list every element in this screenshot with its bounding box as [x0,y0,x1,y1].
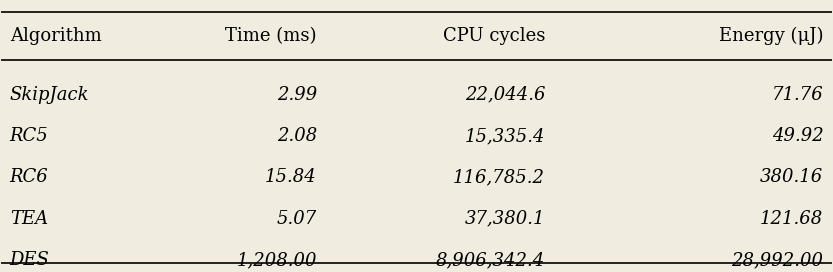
Text: RC5: RC5 [10,127,48,145]
Text: 37,380.1: 37,380.1 [465,210,545,228]
Text: 121.68: 121.68 [760,210,823,228]
Text: Energy (μJ): Energy (μJ) [719,27,823,45]
Text: 15.84: 15.84 [265,168,317,186]
Text: Algorithm: Algorithm [10,27,102,45]
Text: SkipJack: SkipJack [10,86,89,104]
Text: 5.07: 5.07 [277,210,317,228]
Text: CPU cycles: CPU cycles [443,27,545,45]
Text: 22,044.6: 22,044.6 [465,86,545,104]
Text: 8,906,342.4: 8,906,342.4 [436,251,545,269]
Text: 2.99: 2.99 [277,86,317,104]
Text: 49.92: 49.92 [771,127,823,145]
Text: 116,785.2: 116,785.2 [453,168,545,186]
Text: 2.08: 2.08 [277,127,317,145]
Text: 71.76: 71.76 [771,86,823,104]
Text: Time (ms): Time (ms) [226,27,317,45]
Text: 28,992.00: 28,992.00 [731,251,823,269]
Text: 380.16: 380.16 [760,168,823,186]
Text: RC6: RC6 [10,168,48,186]
Text: 1,208.00: 1,208.00 [237,251,317,269]
Text: DES: DES [10,251,50,269]
Text: TEA: TEA [10,210,47,228]
Text: 15,335.4: 15,335.4 [465,127,545,145]
